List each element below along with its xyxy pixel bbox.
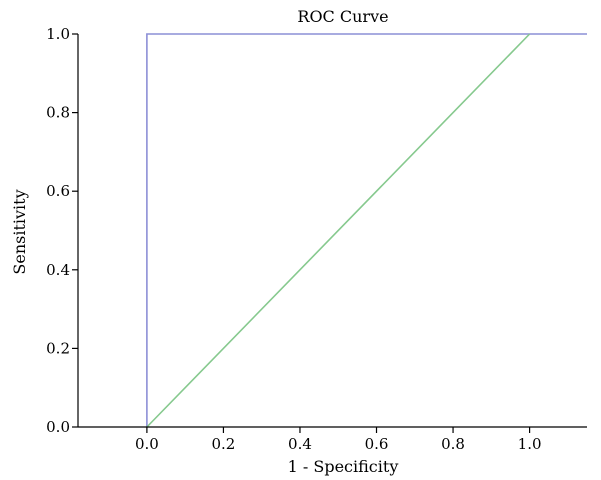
plot-background: [78, 34, 587, 427]
axes-layer: 0.0 0.2 0.4 0.6 0.8 1.0 0.0 0.2 0.4 0.6 0.8 1.0: [46, 25, 587, 453]
x-tick-label-3: 0.6: [365, 435, 389, 453]
series-layer: [146, 33, 587, 428]
x-tick-label-0: 0.0: [135, 435, 159, 453]
plot-area: [78, 34, 587, 427]
y-tick-label-4: 0.8: [46, 104, 70, 122]
series-line-1: [146, 33, 587, 427]
y-tick-label-3: 0.6: [46, 182, 70, 200]
y-tick-label-5: 1.0: [46, 25, 70, 43]
y-tick-label-1: 0.2: [46, 339, 70, 357]
x-tick-label-1: 0.2: [211, 435, 235, 453]
y-tick-label-2: 0.4: [46, 261, 70, 279]
x-axis-title: 1 - Specificity: [288, 457, 399, 476]
series-line-2: [146, 33, 531, 428]
x-tick-label-4: 0.8: [441, 435, 465, 453]
y-axis-title: Sensitivity: [10, 189, 29, 274]
y-tick-label-0: 0.0: [46, 418, 70, 436]
chart-title: ROC Curve: [297, 7, 388, 26]
x-tick-label-2: 0.4: [288, 435, 312, 453]
x-tick-label-5: 1.0: [518, 435, 542, 453]
